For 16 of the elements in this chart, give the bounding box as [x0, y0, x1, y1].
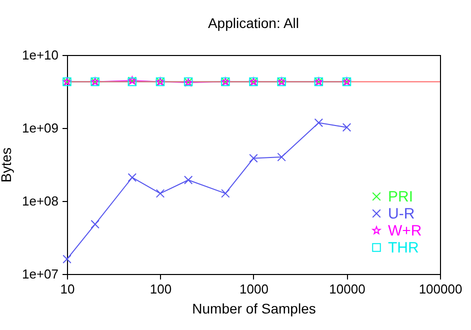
x-tick-label: 100: [150, 282, 172, 296]
x-tick-label: 10000: [329, 282, 366, 296]
chart-title: Application: All: [208, 15, 300, 31]
y-tick-label: 1e+09: [22, 120, 58, 136]
x-tick-label: 10: [60, 282, 75, 296]
legend-label: PRI: [388, 188, 414, 206]
x-tick-label: 1000: [240, 282, 268, 296]
legend-label: U-R: [388, 206, 415, 222]
y-tick-label: 1e+10: [22, 48, 58, 62]
x-axis-title: Number of Samples: [192, 300, 316, 316]
y-tick-label: 1e+08: [22, 194, 58, 208]
x-tick-label: 100000: [418, 282, 462, 296]
y-tick-label: 1e+07: [22, 266, 58, 282]
y-axis-title: Bytes: [0, 147, 14, 183]
legend-label: THR: [388, 240, 419, 256]
legend-label: W+R: [388, 222, 422, 240]
